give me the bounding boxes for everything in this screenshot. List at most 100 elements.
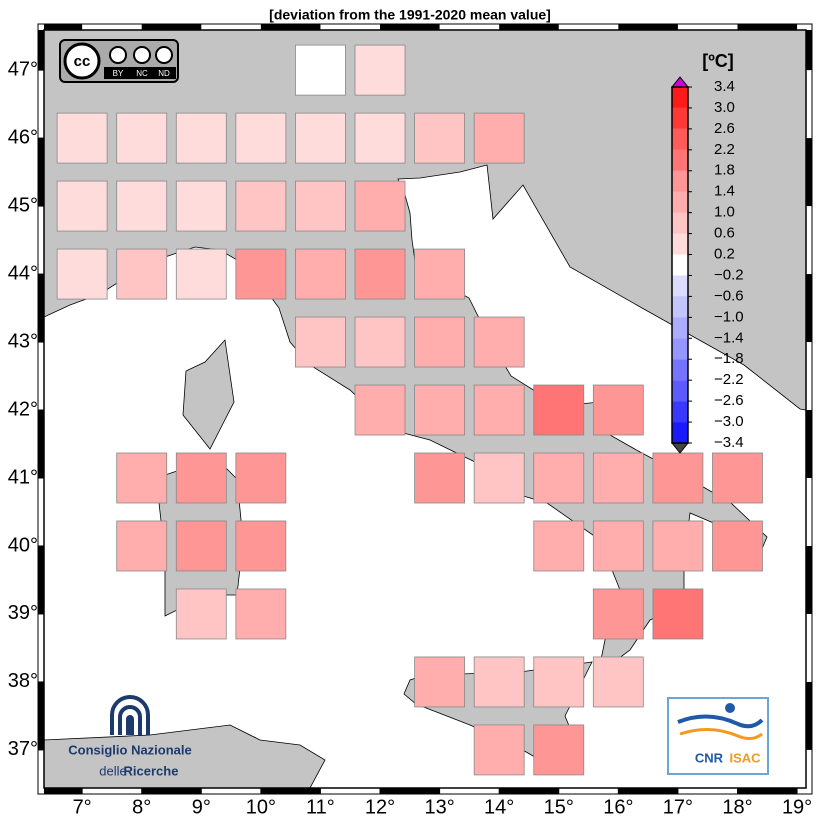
cell <box>473 452 525 504</box>
colorbar-label: −2.2 <box>714 371 744 388</box>
cell <box>175 248 227 300</box>
colorbar-band <box>672 233 688 255</box>
cc-circle <box>63 42 101 80</box>
x-tick-label: 15° <box>544 796 574 818</box>
cell <box>414 112 465 164</box>
colorbar-band <box>672 275 688 297</box>
colorbar-label: −0.2 <box>714 266 744 283</box>
colorbar-label: 2.6 <box>714 120 735 137</box>
cell <box>592 384 644 436</box>
colorbar-label: −2.6 <box>714 392 744 409</box>
cc-term: ND <box>158 69 170 78</box>
cell <box>175 520 227 572</box>
cell <box>652 452 704 504</box>
colorbar-label: 1.0 <box>714 204 735 221</box>
cell <box>235 180 287 232</box>
cell <box>295 44 346 96</box>
frame-segment <box>38 30 44 71</box>
frame-segment <box>38 545 44 614</box>
frame-segment <box>499 24 559 30</box>
x-tick-label: 13° <box>424 796 454 818</box>
frame-segment <box>38 410 44 479</box>
cell <box>235 452 287 504</box>
frame-segment <box>44 788 83 794</box>
colorbar-band <box>672 149 688 171</box>
frame-segment <box>618 788 678 794</box>
cell <box>354 112 406 164</box>
y-tick-label: 43° <box>8 330 38 352</box>
cc-icon <box>109 46 127 64</box>
map-title: [deviation from the 1991-2020 mean value… <box>269 7 551 23</box>
y-tick-label: 46° <box>8 126 38 148</box>
cc-terms-bar <box>104 67 176 79</box>
isac-name: ISAC <box>729 750 761 765</box>
cell <box>295 316 346 368</box>
cell <box>354 180 406 232</box>
cell <box>56 112 108 164</box>
y-tick-label: 41° <box>8 466 38 488</box>
cell <box>473 656 525 708</box>
colorbar-label: 1.4 <box>714 183 735 200</box>
colorbar-label: −3.4 <box>714 434 744 451</box>
x-tick-label: 8° <box>132 796 151 818</box>
colorbar-label: 3.4 <box>714 78 735 95</box>
colorbar-label: −1.4 <box>714 329 744 346</box>
colorbar-band <box>672 296 688 318</box>
cell <box>235 520 287 572</box>
cell <box>473 384 525 436</box>
cell <box>533 520 585 572</box>
isac-cnr: CNR <box>695 750 724 765</box>
cell <box>592 588 644 640</box>
frame-segment <box>38 681 44 750</box>
cell <box>116 112 168 164</box>
frame-segment <box>806 545 812 614</box>
cell <box>592 520 644 572</box>
isac-box <box>667 697 769 775</box>
colorbar-label: −3.0 <box>714 413 744 430</box>
frame-segment <box>806 274 812 343</box>
cell <box>414 384 465 436</box>
colorbar-label: −0.6 <box>714 287 744 304</box>
cell <box>414 656 465 708</box>
colorbar-unit: [ºC] <box>702 51 734 71</box>
colorbar-band <box>672 359 688 381</box>
frame-outer <box>37 23 813 795</box>
cell <box>652 588 704 640</box>
cell <box>295 248 346 300</box>
cell <box>354 316 406 368</box>
colorbar-label: −1.8 <box>714 350 744 367</box>
colorbar-band <box>672 212 688 234</box>
cell <box>235 588 287 640</box>
cell <box>175 452 227 504</box>
cell <box>116 520 168 572</box>
cell <box>175 180 227 232</box>
colorbar-band <box>672 87 688 108</box>
colorbar-label: −1.0 <box>714 308 744 325</box>
colorbar-label: 2.2 <box>714 141 735 158</box>
colorbar-band <box>672 422 688 443</box>
isac-wave <box>679 728 763 741</box>
cell <box>354 248 406 300</box>
frame-segment <box>38 138 44 207</box>
y-tick-label: 47° <box>8 58 38 80</box>
colorbar-label: 0.2 <box>714 245 735 262</box>
frame-segment <box>260 24 321 30</box>
colorbar: 3.4 3.0 2.6 2.2 1.8 1.4 1.0 0.6 0.2 −0.2 −0.6 −1.0 −… <box>670 51 744 454</box>
x-tick-label: 10° <box>246 796 276 818</box>
y-tick-label: 38° <box>8 670 38 692</box>
cc-term: NC <box>136 69 148 78</box>
cnr-line2a: delle <box>99 763 126 778</box>
cell <box>354 384 406 436</box>
cell <box>56 180 108 232</box>
cells <box>56 44 763 776</box>
cnr-line2b: Ricerche <box>124 763 179 778</box>
cell <box>116 180 168 232</box>
cnr-line1: Consiglio Nazionale <box>68 742 192 757</box>
cell <box>473 316 525 368</box>
cell <box>295 112 346 164</box>
frame-segment <box>38 274 44 343</box>
y-tick-label: 42° <box>8 398 38 420</box>
cell <box>414 452 465 504</box>
cell <box>652 520 704 572</box>
cell <box>235 248 287 300</box>
